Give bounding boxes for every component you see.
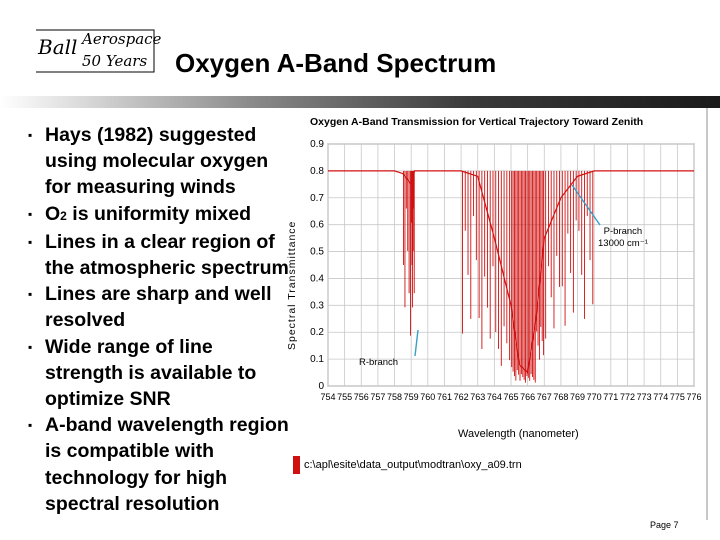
bullet-item: ▪ A-band wavelength region is compatible … (28, 414, 289, 515)
transmission-chart: 0 0.1 0.2 0.3 0.4 0.5 0.6 0.7 0.8 0.9 754 755 756 757… (310, 139, 701, 402)
x-tick-label: 770 (587, 392, 602, 402)
x-tick-label: 775 (670, 392, 685, 402)
x-tick-label: 762 (454, 392, 469, 402)
x-tick-label: 768 (553, 392, 568, 402)
y-tick-label: 0.7 (310, 193, 324, 204)
x-tick-label: 756 (354, 392, 369, 402)
x-tick-label: 776 (686, 392, 701, 402)
bullet-item: ▪ Hays (1982) suggested using molecular o… (28, 124, 269, 199)
legend-label: c:\apl\esite\data_output\modtran\oxy_a09… (304, 458, 522, 471)
x-tick-label: 754 (320, 392, 335, 402)
r-branch-arrow (414, 329, 419, 357)
bullet-marker-icon: ▪ (28, 418, 33, 433)
bullet-item: ▪ Lines in a clear region of the atmosphe… (28, 230, 289, 280)
x-tick-label: 767 (537, 392, 552, 402)
bullet-item: ▪ O2 is uniformity mixed (28, 201, 296, 229)
x-tick-label: 773 (637, 392, 652, 402)
bullet-list: ▪ Hays (1982) suggested using molecular o… (28, 122, 296, 517)
transmission-series-line (328, 170, 694, 374)
x-tick-label: 760 (420, 392, 435, 402)
bullet-marker-icon: ▪ (28, 128, 33, 142)
bullet-item: ▪ Wide range of line strength is availabl… (28, 335, 257, 411)
page-number: Page 7 (650, 520, 679, 530)
p-branch-arrow (571, 184, 601, 226)
svg-text:50 Years: 50 Years (82, 52, 147, 70)
y-tick-label: 0.6 (310, 220, 324, 231)
ball-aerospace-logo: Ball Aerospace 50 Years (36, 29, 162, 73)
legend-swatch (293, 456, 300, 474)
x-tick-label: 755 (337, 392, 352, 402)
svg-text:Aerospace: Aerospace (80, 30, 162, 48)
bullet-marker-icon: ▪ (28, 234, 33, 249)
bullet-item: ▪ Lines are sharp and well resolved (28, 283, 272, 332)
y-tick-label: 0.9 (310, 139, 324, 150)
x-tick-label: 769 (570, 392, 585, 402)
x-tick-label: 774 (653, 392, 668, 402)
x-tick-label: 759 (404, 392, 419, 402)
right-edge-line (706, 108, 708, 520)
p-branch-annotation-line: 13000 cm⁻¹ (598, 238, 648, 249)
y-tick-label: 0.8 (310, 166, 324, 177)
p-branch-annotation-line: P-branch (603, 226, 643, 237)
x-tick-label: 757 (370, 392, 385, 402)
y-tick-label: 0.3 (310, 300, 324, 311)
y-axis-label: Spectral Transmittance (286, 220, 298, 350)
x-axis-label: Wavelength (nanometer) (458, 428, 579, 440)
x-tick-label: 758 (387, 392, 402, 402)
x-tick-label: 761 (437, 392, 452, 402)
x-tick-label: 771 (603, 392, 618, 402)
y-tick-label: 0.4 (310, 273, 324, 284)
chart-legend: c:\apl\esite\data_output\modtran\oxy_a09… (293, 456, 522, 474)
y-tick-label: 0.5 (310, 247, 324, 258)
svg-text:Ball: Ball (37, 35, 77, 59)
chart-title: Oxygen A-Band Transmission for Vertical … (310, 116, 644, 128)
bullet-marker-icon: ▪ (28, 206, 33, 221)
x-tick-label: 765 (503, 392, 518, 402)
slide-title: Oxygen A-Band Spectrum (175, 48, 497, 78)
p-branch-annotation: P-branch 13000 cm⁻¹ (598, 226, 648, 250)
x-tick-label: 766 (520, 392, 535, 402)
y-tick-label: 0 (318, 381, 324, 392)
x-tick-label: 763 (470, 392, 485, 402)
x-tick-label: 772 (620, 392, 635, 402)
bullet-marker-icon: ▪ (28, 287, 33, 302)
x-tick-label: 764 (487, 392, 502, 402)
bullet-marker-icon: ▪ (28, 339, 33, 354)
r-branch-annotation: R-branch (359, 357, 399, 368)
title-divider (0, 96, 720, 108)
y-tick-label: 0.2 (310, 327, 324, 338)
y-tick-label: 0.1 (310, 354, 324, 365)
